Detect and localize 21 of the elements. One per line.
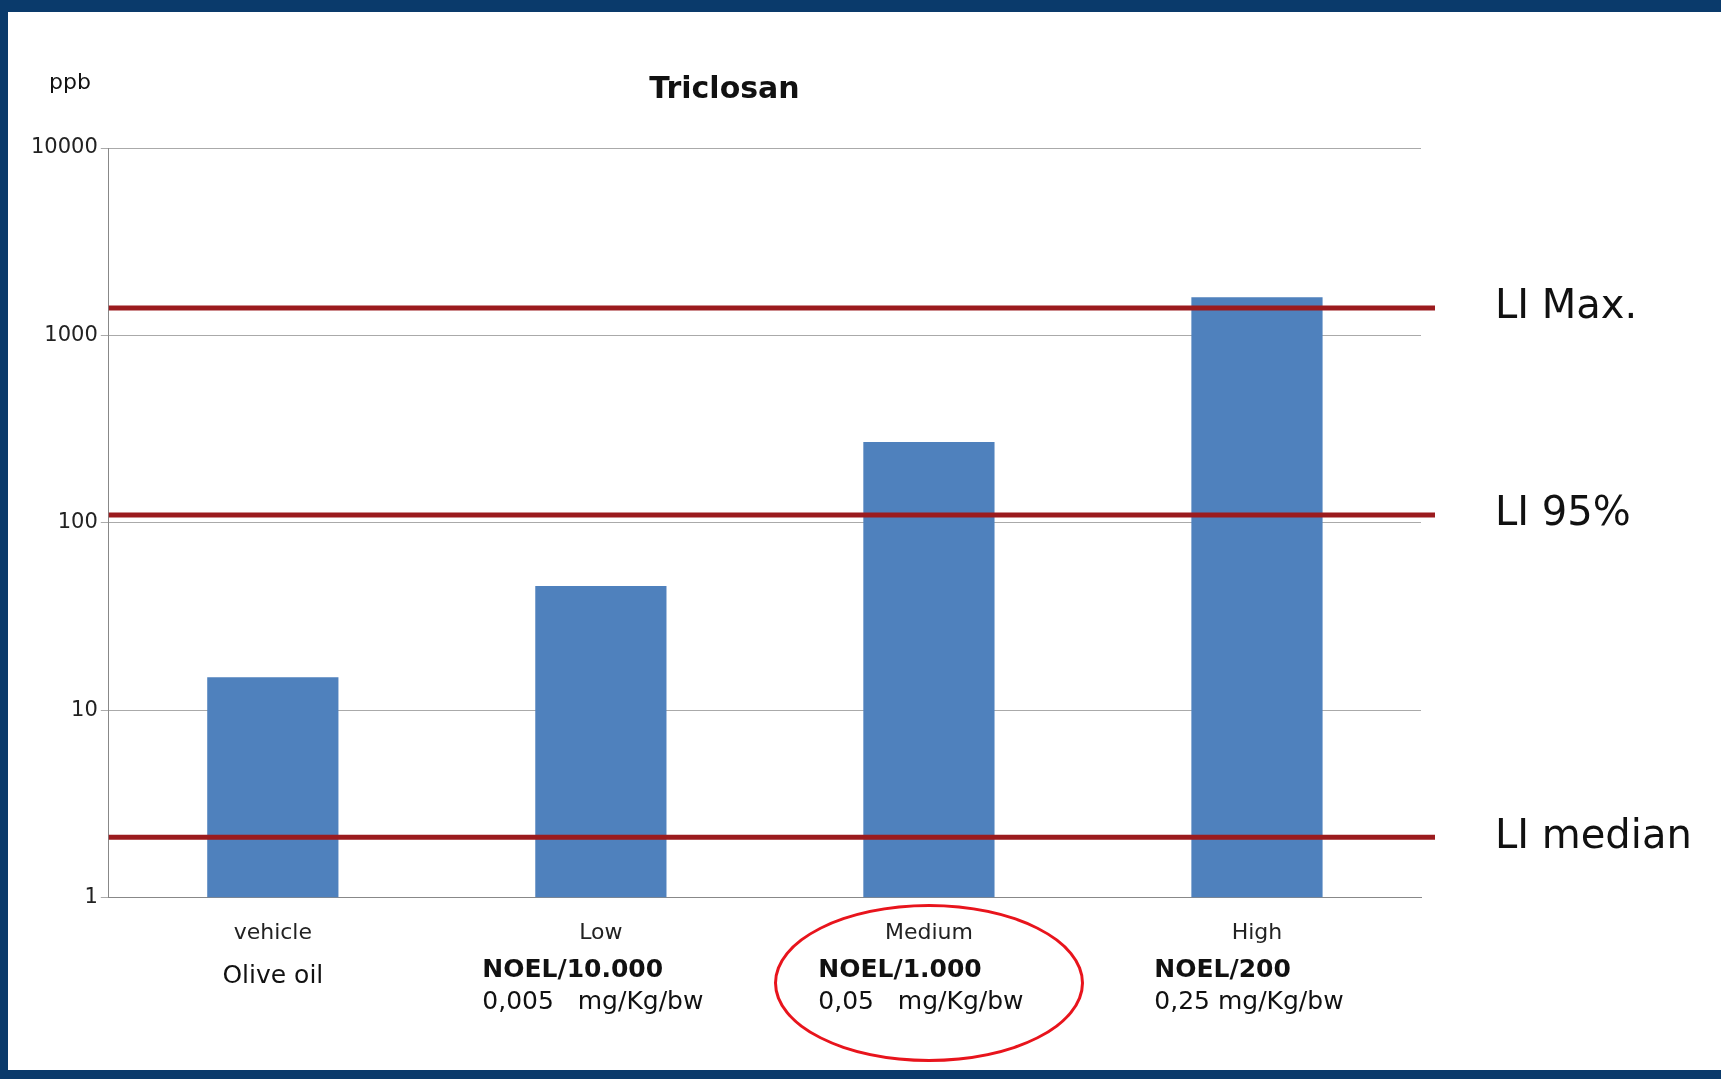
text: NOEL/10.000: [482, 953, 664, 983]
text: 0,005 mg/Kg/bw: [482, 985, 704, 1015]
ref-line-label: LI Max.: [1495, 281, 1638, 328]
y-tick-label: 1000: [44, 321, 98, 346]
y-tick-label: 10000: [30, 134, 98, 159]
text: 0,25 mg/Kg/bw: [1154, 985, 1344, 1015]
y-tick-label: 10: [71, 696, 98, 721]
y-axis-title: ppb: [49, 68, 91, 94]
ref-line-label: LI median: [1495, 810, 1692, 857]
x-tick-label: Low: [579, 918, 623, 944]
text: Olive oil: [222, 959, 324, 989]
text: NOEL/1.000: [818, 953, 982, 983]
text: 0,05 mg/Kg/bw: [818, 985, 1024, 1015]
x-tick-label: Medium: [884, 918, 973, 944]
y-tick-label: 100: [57, 509, 98, 534]
ref-line-label: LI 95%: [1495, 488, 1631, 535]
chart-title: Triclosan: [649, 69, 800, 105]
text: NOEL/200: [1154, 953, 1291, 983]
y-tick-label: 1: [84, 884, 98, 909]
x-tick-label: vehicle: [233, 918, 313, 944]
x-tick-label: High: [1231, 918, 1283, 944]
